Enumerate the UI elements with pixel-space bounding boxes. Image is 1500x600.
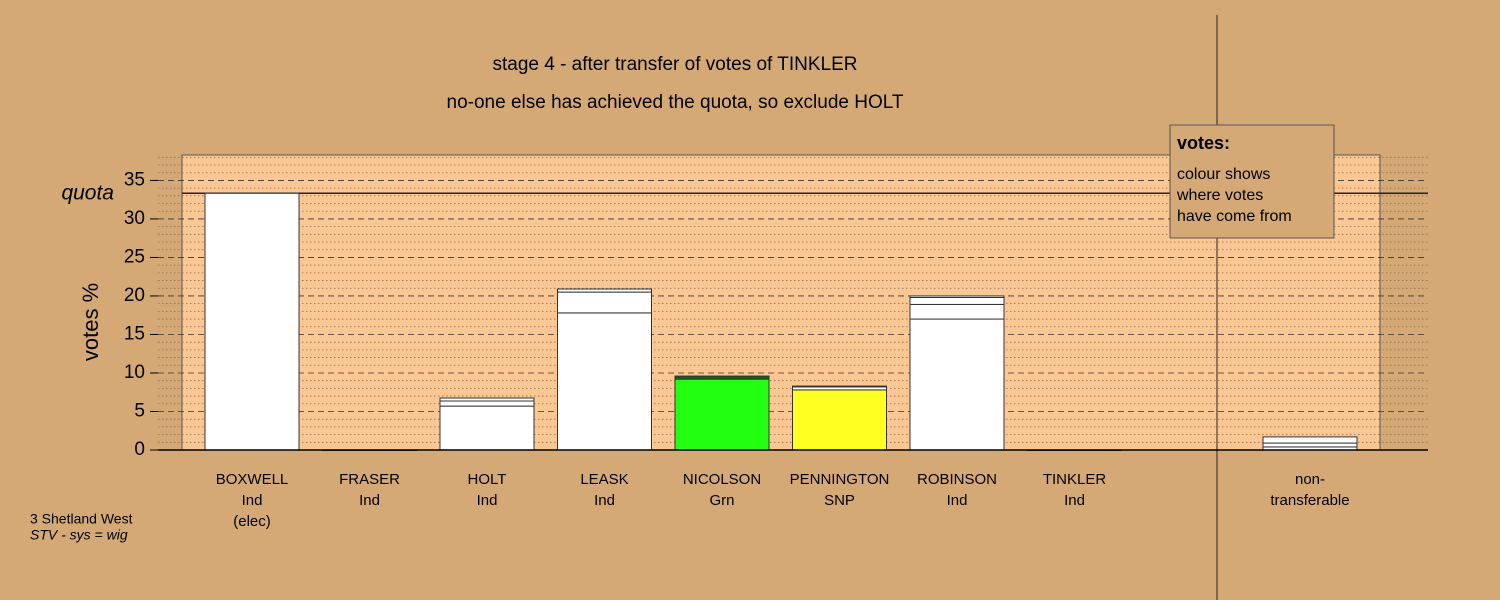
x-tick-label: (elec) bbox=[233, 513, 271, 530]
legend-text: have come from bbox=[1177, 208, 1292, 225]
x-tick-label: SNP bbox=[824, 492, 855, 509]
x-tick-label: Ind bbox=[242, 492, 263, 509]
bar-segment bbox=[909, 296, 1005, 305]
y-tick-label: 20 bbox=[124, 285, 145, 306]
chart-subtitle: no-one else has achieved the quota, so e… bbox=[447, 92, 904, 113]
x-tick-label: PENNINGTON bbox=[790, 471, 890, 488]
x-tick-label: BOXWELL bbox=[216, 471, 289, 488]
x-tick-label: non- bbox=[1295, 471, 1325, 488]
x-tick-label: Ind bbox=[359, 492, 380, 509]
legend-text: colour shows bbox=[1177, 166, 1270, 183]
bar-segment bbox=[1262, 442, 1358, 448]
y-tick-label: 10 bbox=[124, 362, 145, 383]
x-tick-label: HOLT bbox=[468, 471, 507, 488]
bar-segment bbox=[557, 288, 652, 293]
x-tick-label: Grn bbox=[709, 492, 734, 509]
footer-line: STV - sys = wig bbox=[30, 527, 128, 543]
bar-segment bbox=[909, 303, 1005, 320]
bar-segment bbox=[792, 389, 887, 451]
legend-text: where votes bbox=[1176, 187, 1263, 204]
x-tick-label: transferable bbox=[1270, 492, 1349, 509]
bar-segment bbox=[909, 318, 1005, 451]
x-tick-label: Ind bbox=[1064, 492, 1085, 509]
bar-segment bbox=[1262, 436, 1358, 444]
y-tick-label: 25 bbox=[124, 246, 145, 267]
x-tick-label: FRASER bbox=[339, 471, 400, 488]
y-tick-label: 15 bbox=[124, 323, 145, 344]
legend-title: votes: bbox=[1177, 133, 1230, 153]
x-tick-label: LEASK bbox=[580, 471, 628, 488]
x-tick-label: Ind bbox=[477, 492, 498, 509]
bar-segment bbox=[674, 378, 770, 451]
bar-segment bbox=[792, 385, 887, 388]
x-tick-label: Ind bbox=[594, 492, 615, 509]
x-tick-label: TINKLER bbox=[1043, 471, 1107, 488]
x-tick-label: ROBINSON bbox=[917, 471, 997, 488]
chart-title: stage 4 - after transfer of votes of TIN… bbox=[492, 54, 857, 75]
legend-box bbox=[1169, 124, 1335, 239]
bar-segment bbox=[439, 405, 535, 451]
y-tick-label: 30 bbox=[124, 208, 145, 229]
bar-segment bbox=[439, 397, 535, 402]
bar-segment bbox=[439, 400, 535, 407]
y-tick-label: 35 bbox=[124, 169, 145, 190]
y-axis-label: votes % bbox=[78, 283, 103, 361]
y-tick-label: 0 bbox=[134, 439, 145, 460]
bar-segment bbox=[557, 312, 652, 451]
bar-segment bbox=[674, 375, 770, 380]
x-tick-label: NICOLSON bbox=[683, 471, 761, 488]
quota-label: quota bbox=[61, 182, 114, 205]
bar-segment bbox=[557, 291, 652, 314]
bar-segment bbox=[204, 192, 300, 451]
footer-line: 3 Shetland West bbox=[30, 511, 133, 527]
bar-segment bbox=[909, 295, 1005, 298]
y-tick-label: 5 bbox=[134, 401, 145, 422]
x-tick-label: Ind bbox=[947, 492, 968, 509]
